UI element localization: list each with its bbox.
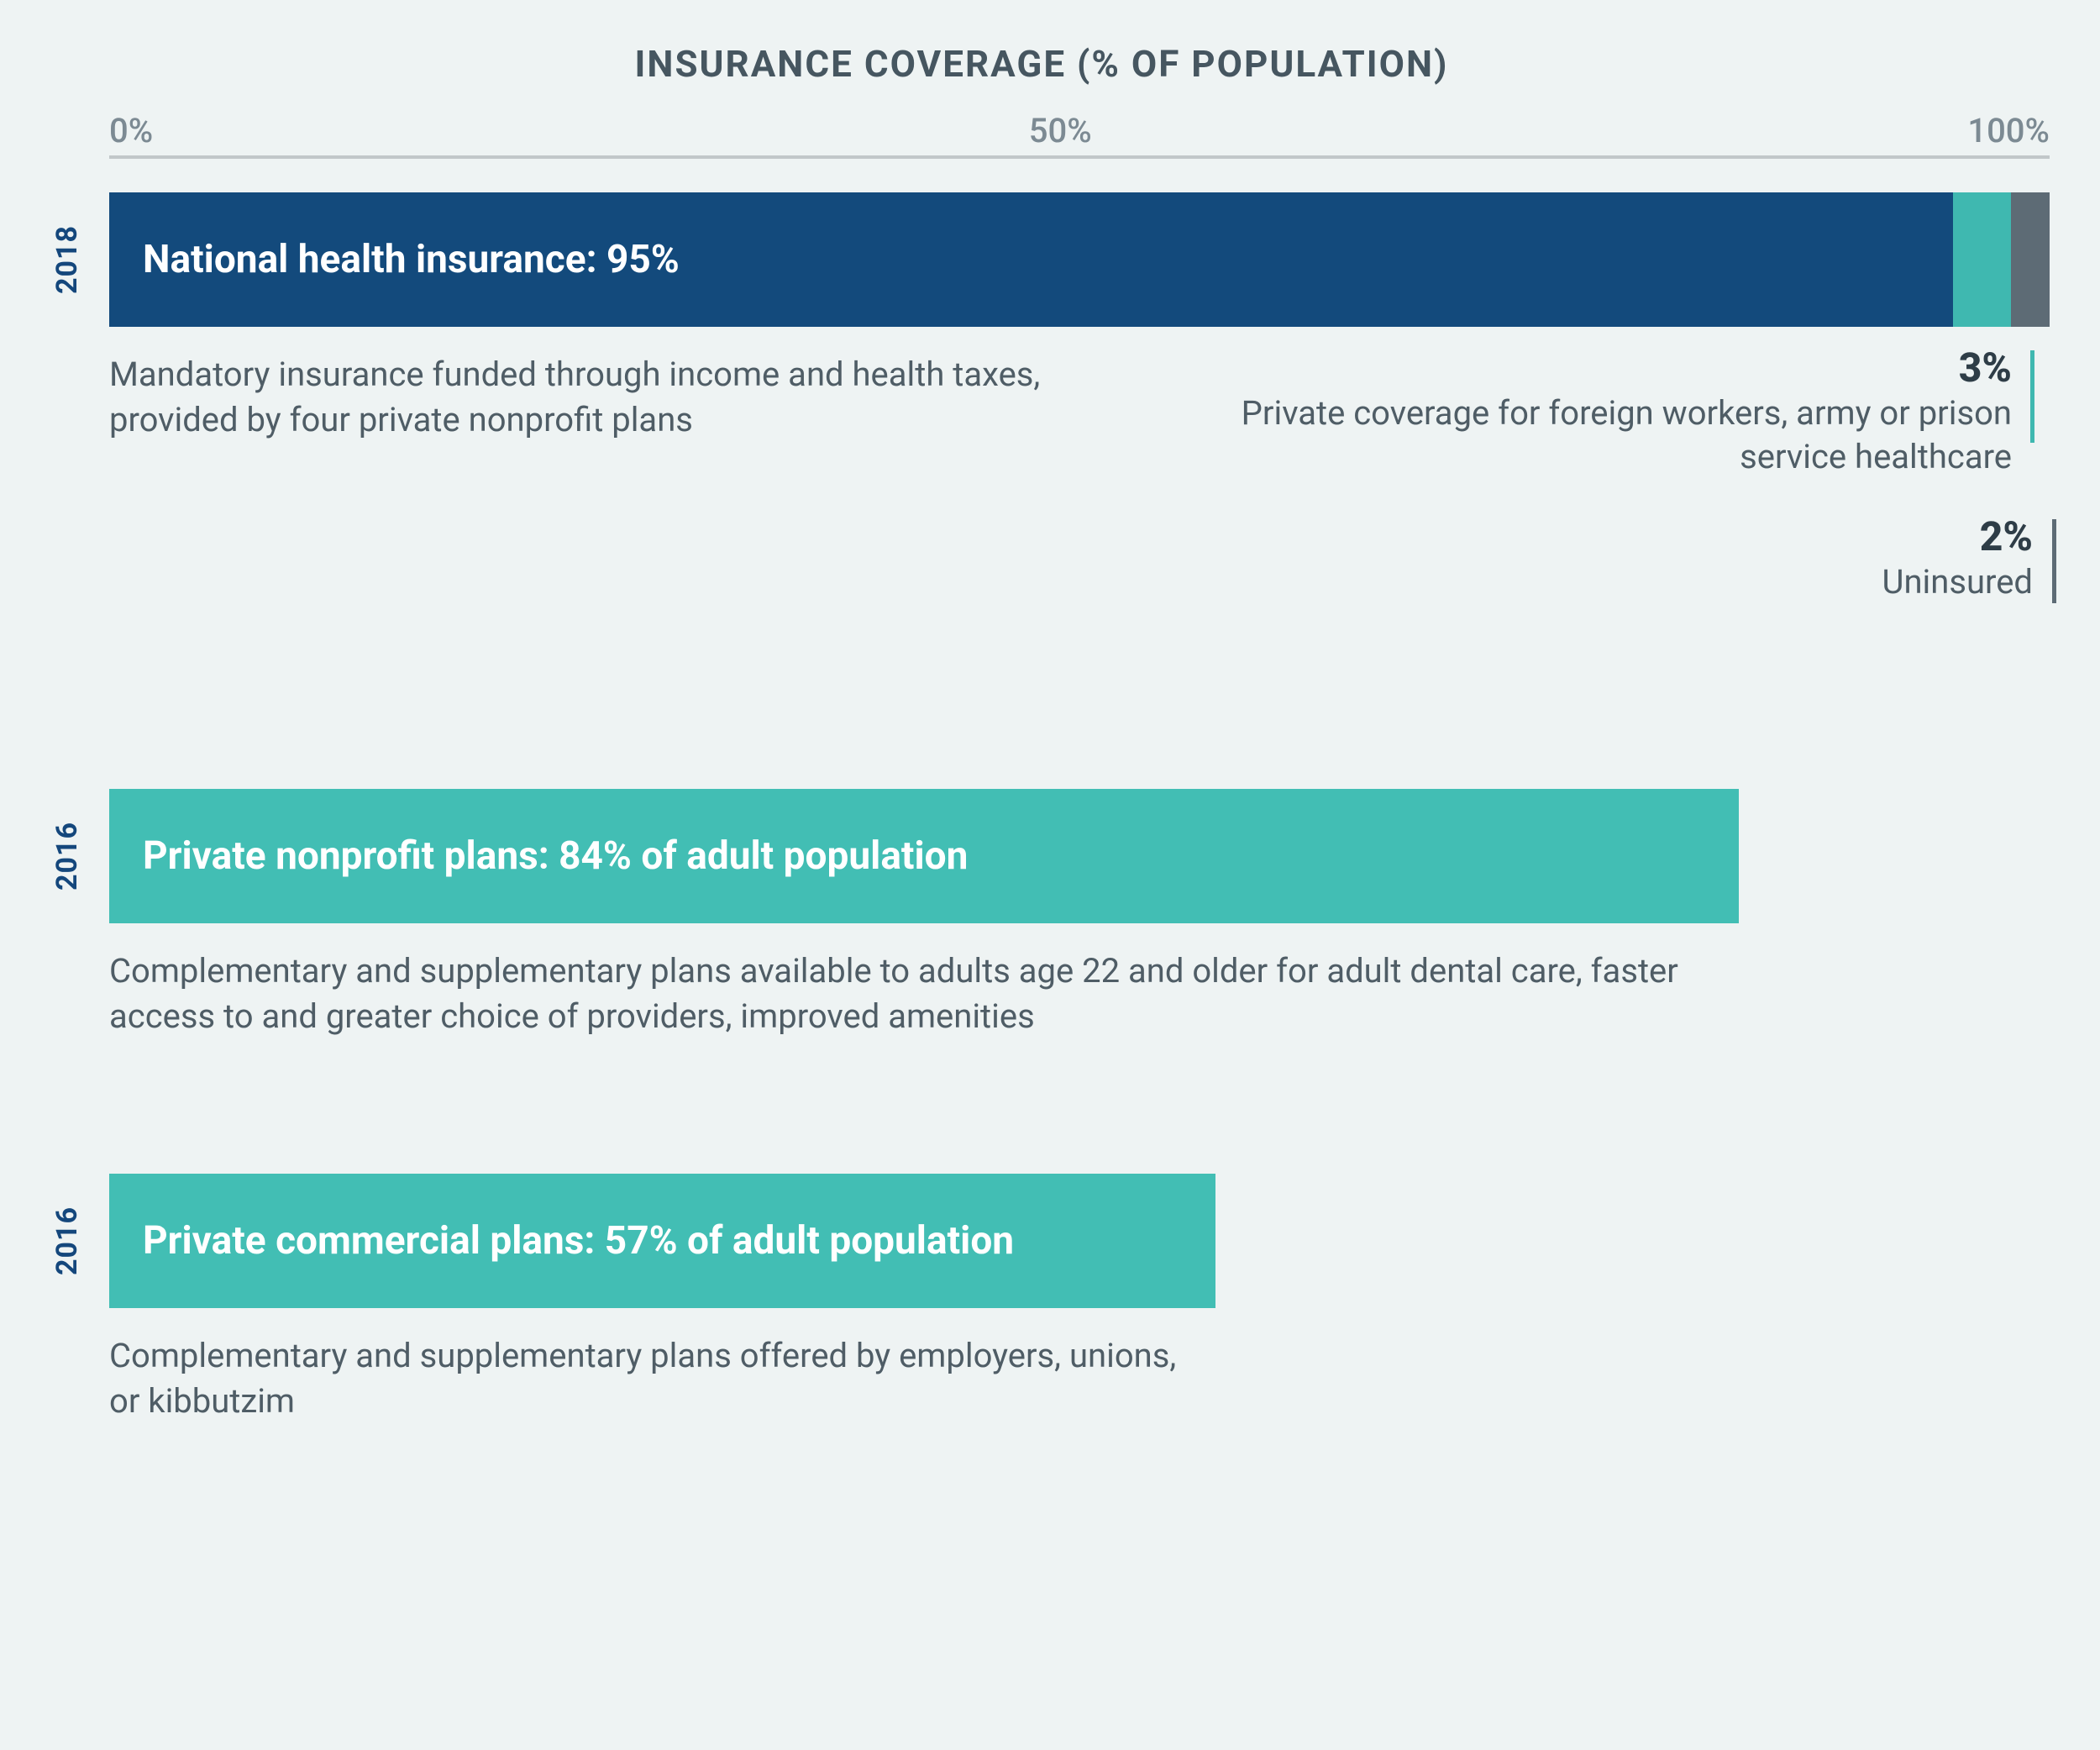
chart-title: INSURANCE COVERAGE (% OF POPULATION) xyxy=(34,42,2050,86)
axis-line xyxy=(109,155,2050,159)
bar-label-nonprofit: Private nonprofit plans: 84% of adult po… xyxy=(143,833,968,879)
chart-region: 0% 50% 100% 2018 National health insuran… xyxy=(109,111,2050,1424)
year-text: 2016 xyxy=(50,822,84,891)
bar-seg-national: National health insurance: 95% xyxy=(109,192,1953,327)
callout-3pct-label: Private coverage for foreign workers, ar… xyxy=(1152,392,2012,479)
callout-2pct: 2% Uninsured xyxy=(1152,512,2050,604)
row-2016-nonprofit: 2016 Private nonprofit plans: 84% of adu… xyxy=(109,789,2050,1039)
callout-3pct: 3% Private coverage for foreign workers,… xyxy=(1152,344,2050,479)
bar-track-commercial: Private commercial plans: 57% of adult p… xyxy=(109,1174,2050,1308)
desc-2018: Mandatory insurance funded through incom… xyxy=(109,352,1118,443)
bar-track-2018: National health insurance: 95% xyxy=(109,192,2050,327)
year-label-2018: 2018 xyxy=(50,192,84,327)
bar-seg-uninsured xyxy=(2011,192,2050,327)
bar-label-national: National health insurance: 95% xyxy=(143,237,680,282)
year-text: 2016 xyxy=(50,1206,84,1275)
callout-3pct-tick xyxy=(2030,350,2034,443)
callouts-2018: 3% Private coverage for foreign workers,… xyxy=(1152,344,2050,638)
bar-seg-private3 xyxy=(1953,192,2011,327)
callout-2pct-value: 2% xyxy=(1152,512,2033,560)
year-label-2016b: 2016 xyxy=(50,1174,84,1308)
year-text: 2018 xyxy=(50,225,84,294)
axis-ticks: 0% 50% 100% xyxy=(109,111,2050,150)
bar-label-commercial: Private commercial plans: 57% of adult p… xyxy=(143,1218,1014,1264)
bar-seg-nonprofit: Private nonprofit plans: 84% of adult po… xyxy=(109,789,1739,923)
year-label-2016a: 2016 xyxy=(50,789,84,923)
callout-2pct-label: Uninsured xyxy=(1152,560,2033,604)
callout-2pct-tick xyxy=(2052,519,2056,603)
row-2016-commercial: 2016 Private commercial plans: 57% of ad… xyxy=(109,1174,2050,1424)
row-2018: 2018 National health insurance: 95% Mand… xyxy=(109,192,2050,638)
axis-tick-50: 50% xyxy=(1029,111,1092,150)
chart-canvas: INSURANCE COVERAGE (% OF POPULATION) 0% … xyxy=(0,0,2100,1750)
axis-tick-100: 100% xyxy=(1967,111,2050,150)
axis-tick-0: 0% xyxy=(109,111,153,150)
callout-3pct-value: 3% xyxy=(1152,344,2012,392)
desc-nonprofit: Complementary and supplementary plans av… xyxy=(109,949,1778,1039)
bar-seg-commercial: Private commercial plans: 57% of adult p… xyxy=(109,1174,1215,1308)
desc-commercial: Complementary and supplementary plans of… xyxy=(109,1333,1177,1424)
bar-track-nonprofit: Private nonprofit plans: 84% of adult po… xyxy=(109,789,2050,923)
